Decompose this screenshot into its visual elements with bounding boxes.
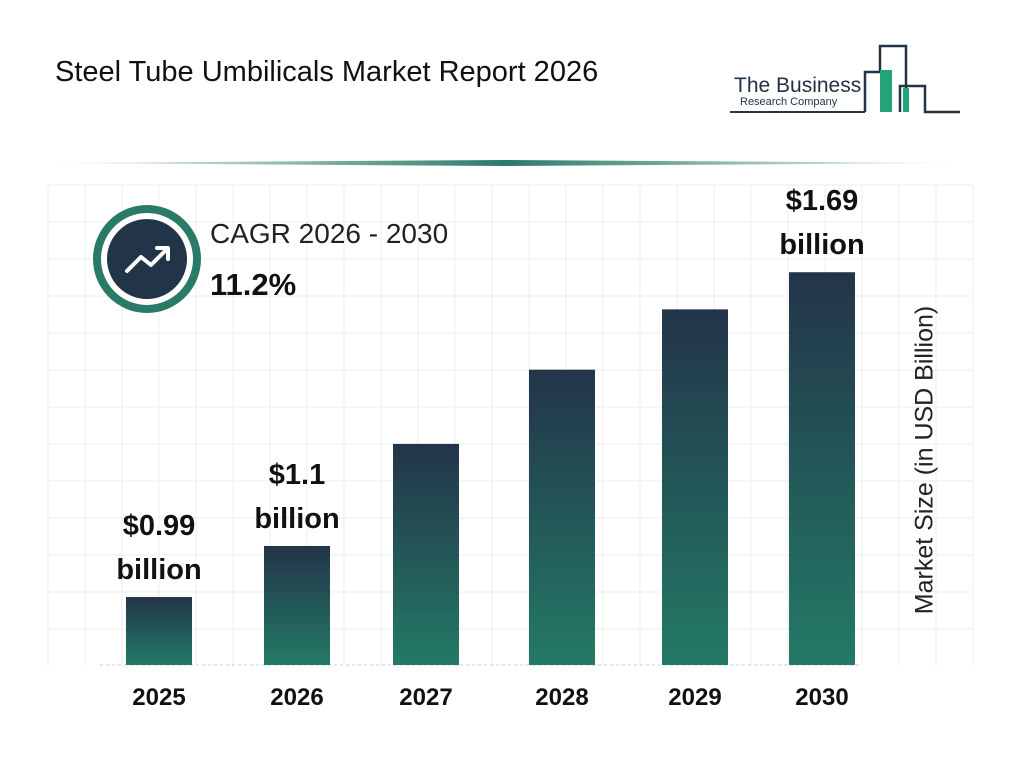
page-title: Steel Tube Umbilicals Market Report 2026	[55, 56, 599, 88]
bar-2030	[789, 272, 855, 665]
cagr-label: CAGR 2026 - 2030	[210, 218, 449, 249]
divider	[40, 160, 970, 166]
logo-subtext: Research Company	[740, 96, 838, 108]
data-label: $1.1	[269, 459, 325, 491]
bar-2028	[529, 369, 595, 665]
bar-2027	[393, 443, 459, 665]
bar-2029	[662, 309, 728, 665]
data-label: $1.69	[786, 185, 859, 217]
x-tick-label: 2025	[132, 684, 185, 711]
company-logo: The Business Research Company	[730, 44, 965, 116]
data-label: billion	[254, 503, 339, 535]
data-label: $0.99	[123, 510, 196, 542]
data-label: billion	[779, 229, 864, 261]
x-tick-label: 2026	[270, 684, 323, 711]
logo-text: The Business	[734, 74, 862, 97]
x-tick-label: 2028	[535, 684, 588, 711]
logo-buildings-icon	[730, 44, 960, 114]
cagr-badge	[93, 205, 201, 313]
bar-2025	[126, 597, 192, 665]
data-label: billion	[116, 554, 201, 586]
x-tick-label: 2029	[668, 684, 721, 711]
y-axis-label: Market Size (in USD Billion)	[910, 305, 939, 615]
x-tick-label: 2027	[399, 684, 452, 711]
x-tick-label: 2030	[795, 684, 848, 711]
trend-up-arrow-icon	[125, 246, 170, 273]
bar-2026	[264, 545, 330, 665]
cagr-value: 11.2%	[210, 267, 297, 302]
